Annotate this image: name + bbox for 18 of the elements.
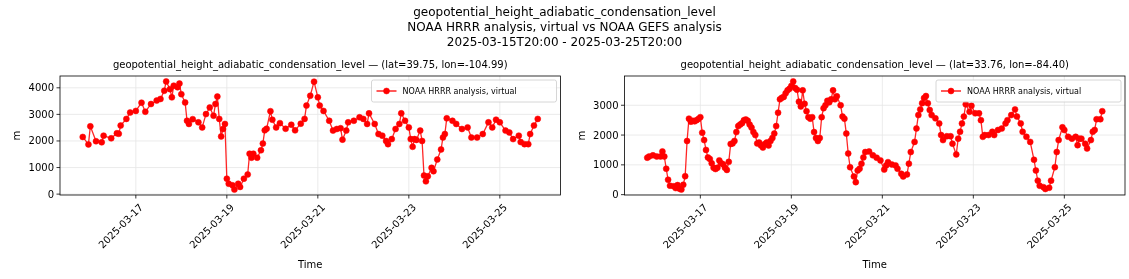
chart-subtitle: geopotential_height_adiabatic_condensation_level — (lat=33.76, lon=-84.40) — [680, 59, 1069, 71]
legend-label: NOAA HRRR analysis, virtual — [967, 86, 1082, 96]
x-axis-title: Time — [861, 259, 887, 270]
x-axis-title: Time — [297, 259, 323, 270]
y-tick-label: 0 — [612, 189, 619, 201]
y-tick-label: 2000 — [28, 135, 54, 147]
y-axis-title: m — [11, 130, 22, 141]
y-tick-label: 3000 — [593, 99, 619, 111]
y-axis-title: m — [575, 130, 587, 141]
y-tick-label: 0 — [47, 188, 54, 200]
y-tick-label: 3000 — [28, 108, 54, 120]
y-tick-label: 4000 — [28, 82, 54, 94]
chart-title: geopotential_height_adiabatic_condensation_level NOAA HRRR analysis, virtual vs NOAA GEFS analysis 2025-03-15T20:00 - 2025-03-25T20:00 — [407, 5, 722, 49]
chart-subtitle: geopotential_height_adiabatic_condensation_level — (lat=39.75, lon=-104.99) — [112, 59, 508, 71]
y-tick-label: 1000 — [28, 162, 54, 174]
legend-label: NOAA HRRR analysis, virtual — [402, 86, 517, 96]
y-tick-label: 2000 — [593, 129, 619, 141]
y-tick-label: 1000 — [593, 159, 619, 171]
